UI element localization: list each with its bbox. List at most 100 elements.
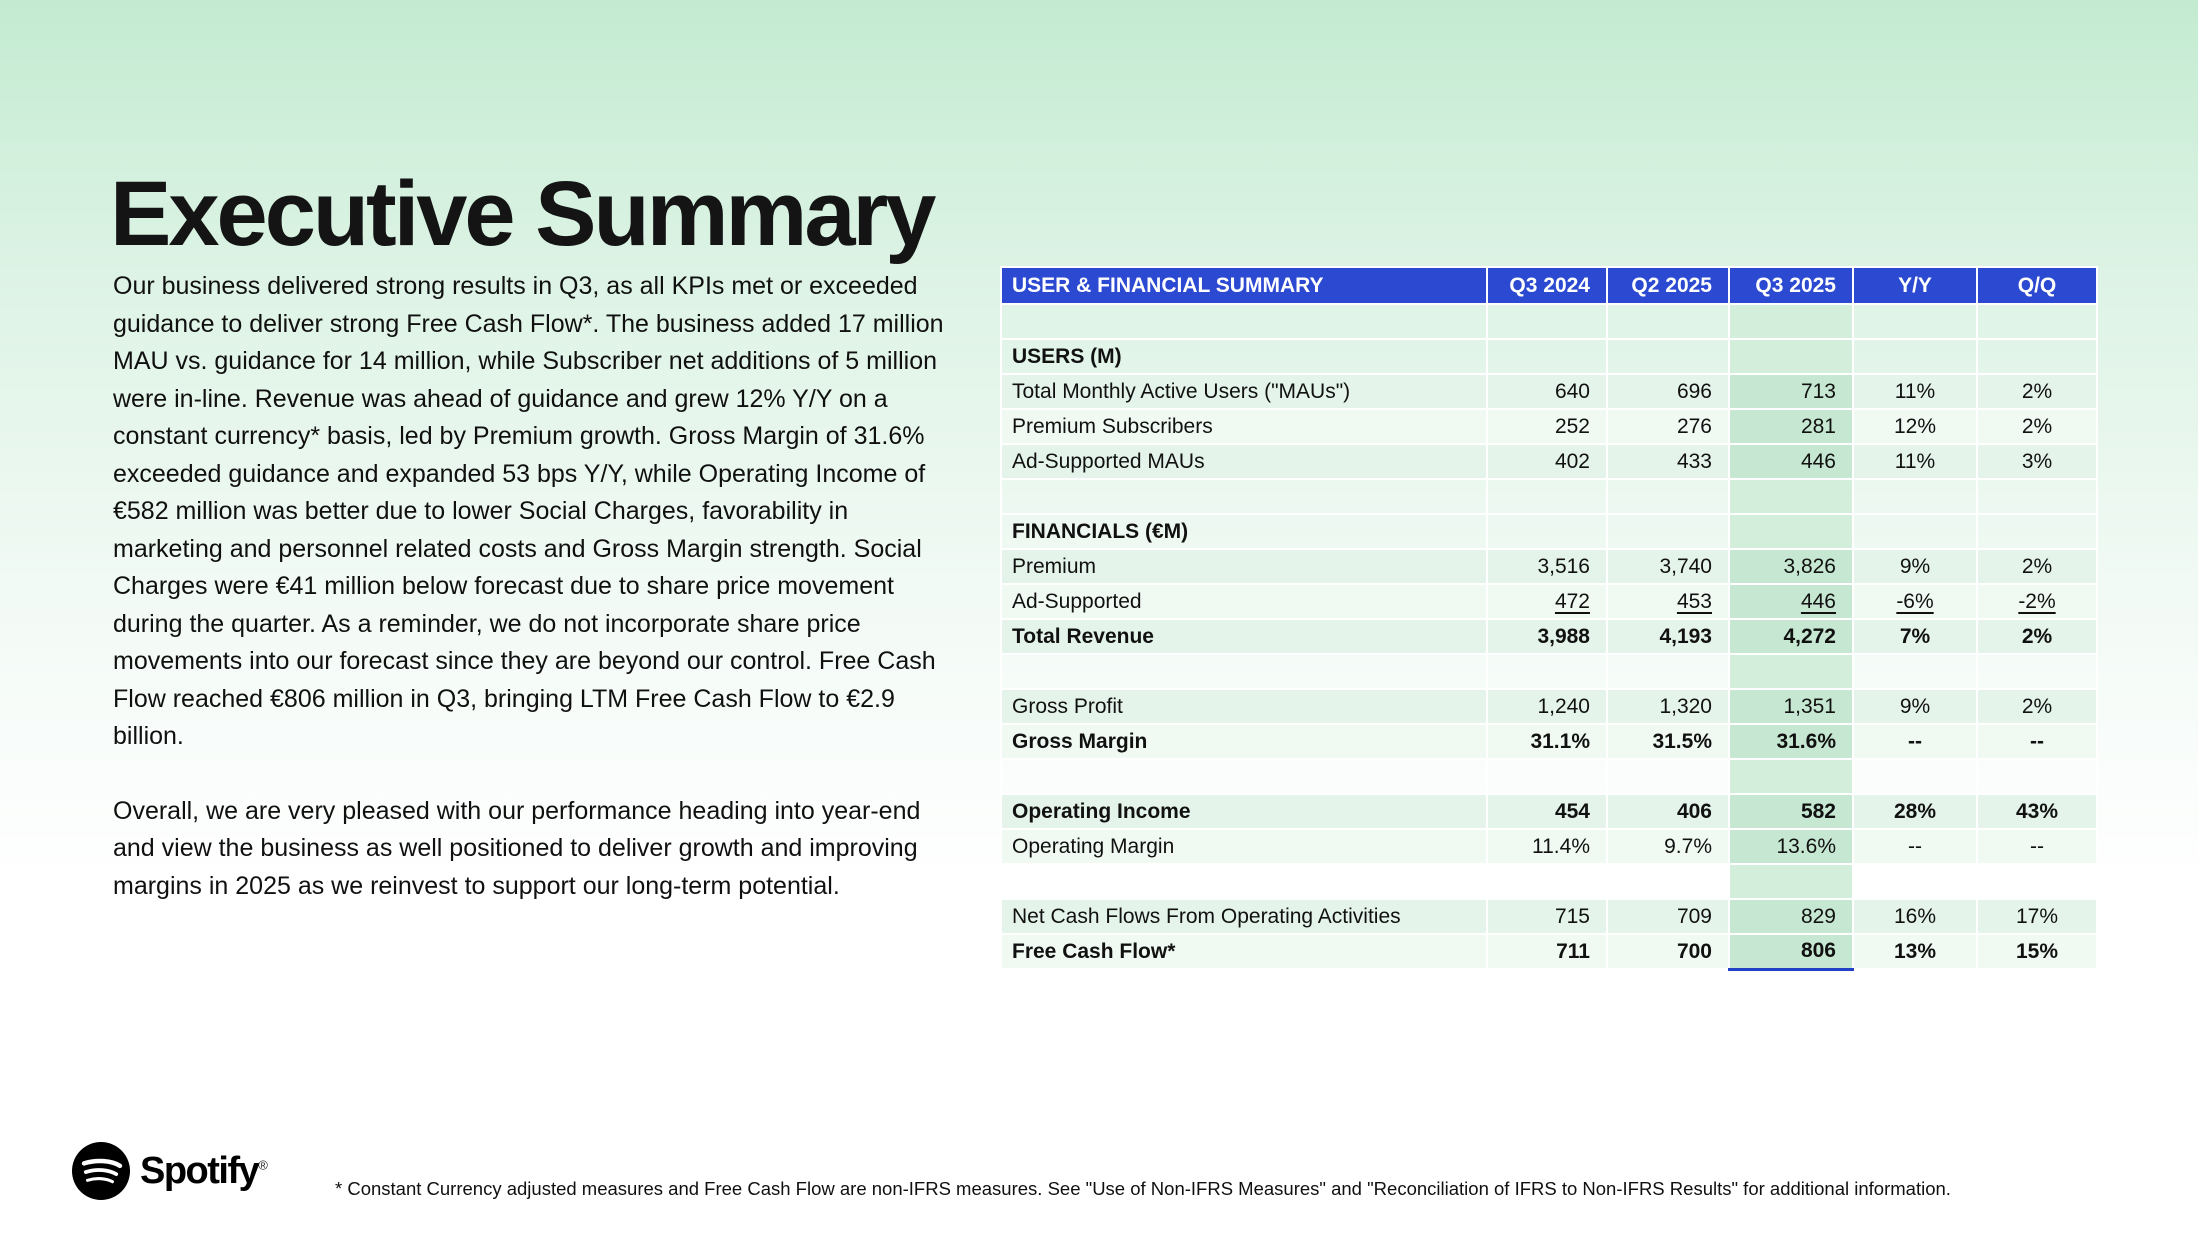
- cell-value: [1976, 513, 2098, 550]
- cell-value: 2%: [1976, 548, 2098, 585]
- spotify-logo: Spotify®: [72, 1142, 268, 1200]
- cell-value: 454: [1486, 793, 1608, 830]
- financial-summary-table-container: USER & FINANCIAL SUMMARY Q3 2024 Q2 2025 Q3…: [1000, 266, 2098, 971]
- cell-value: 9%: [1852, 548, 1978, 585]
- cell-value: 9%: [1852, 688, 1978, 725]
- cell-value: [1976, 303, 2098, 340]
- table-row: Free Cash Flow* 711 700 806 13% 15%: [1000, 933, 2098, 971]
- cell-value: 3%: [1976, 443, 2098, 480]
- table-title: USER & FINANCIAL SUMMARY: [1000, 266, 1488, 305]
- cell-value: [1852, 653, 1978, 690]
- cell-value: [1852, 758, 1978, 795]
- summary-table-head: USER & FINANCIAL SUMMARY Q3 2024 Q2 2025 Q3…: [1000, 266, 2098, 305]
- table-row: Ad-Supported 472 453 446 -6% -2%: [1000, 583, 2098, 620]
- table-row: Operating Margin 11.4% 9.7% 13.6% -- --: [1000, 828, 2098, 865]
- column-header: Q2 2025: [1606, 266, 1730, 305]
- row-label: [1000, 653, 1488, 690]
- cell-value: 2%: [1976, 618, 2098, 655]
- cell-value: 11%: [1852, 373, 1978, 410]
- cell-value: 252: [1486, 408, 1608, 445]
- page-title: Executive Summary: [110, 162, 936, 265]
- cell-value: 582: [1728, 793, 1854, 830]
- cell-value: 1,240: [1486, 688, 1608, 725]
- row-label: Gross Margin: [1000, 723, 1488, 760]
- cell-value: 713: [1728, 373, 1854, 410]
- cell-value: [1606, 303, 1730, 340]
- spacer-row: [1000, 863, 2098, 900]
- column-header: Y/Y: [1852, 266, 1978, 305]
- row-label: Premium: [1000, 548, 1488, 585]
- table-row: Gross Profit 1,240 1,320 1,351 9% 2%: [1000, 688, 2098, 725]
- cell-value: 31.6%: [1728, 723, 1854, 760]
- cell-value: [1976, 653, 2098, 690]
- cell-value: --: [1976, 828, 2098, 865]
- row-label: Operating Margin: [1000, 828, 1488, 865]
- cell-value: [1728, 303, 1854, 340]
- spacer-row: [1000, 758, 2098, 795]
- cell-value: 11%: [1852, 443, 1978, 480]
- row-label: Ad-Supported MAUs: [1000, 443, 1488, 480]
- row-label: Gross Profit: [1000, 688, 1488, 725]
- cell-value: -2%: [1976, 583, 2098, 620]
- cell-value: 31.5%: [1606, 723, 1730, 760]
- cell-value: [1606, 653, 1730, 690]
- spotify-icon: [72, 1142, 130, 1200]
- cell-value: [1486, 338, 1608, 375]
- column-header: Q/Q: [1976, 266, 2098, 305]
- section-row: FINANCIALS (€M): [1000, 513, 2098, 550]
- cell-value: [1976, 863, 2098, 900]
- cell-value: --: [1852, 828, 1978, 865]
- row-label: Free Cash Flow*: [1000, 933, 1488, 970]
- cell-value: 276: [1606, 408, 1730, 445]
- cell-value: [1728, 338, 1854, 375]
- cell-value: [1976, 478, 2098, 515]
- section-row: USERS (M): [1000, 338, 2098, 375]
- cell-value: 16%: [1852, 898, 1978, 935]
- body-paragraph: Our business delivered strong results in…: [113, 272, 944, 750]
- cell-value: 433: [1606, 443, 1730, 480]
- column-header: Q3 2024: [1486, 266, 1608, 305]
- cell-value: 43%: [1976, 793, 2098, 830]
- cell-value: 28%: [1852, 793, 1978, 830]
- cell-value: 806: [1728, 933, 1854, 971]
- cell-value: [1606, 513, 1730, 550]
- cell-value: 31.1%: [1486, 723, 1608, 760]
- row-label: Ad-Supported: [1000, 583, 1488, 620]
- cell-value: 1,320: [1606, 688, 1730, 725]
- cell-value: 711: [1486, 933, 1608, 970]
- row-label: Operating Income: [1000, 793, 1488, 830]
- table-row: Total Monthly Active Users ("MAUs") 640 69…: [1000, 373, 2098, 410]
- summary-body-text: Our business delivered strong results in…: [113, 268, 945, 942]
- cell-value: 3,740: [1606, 548, 1730, 585]
- cell-value: 4,272: [1728, 618, 1854, 655]
- table-row: Total Revenue 3,988 4,193 4,272 7% 2%: [1000, 618, 2098, 655]
- cell-value: [1486, 513, 1608, 550]
- cell-value: 13.6%: [1728, 828, 1854, 865]
- spotify-wordmark: Spotify®: [140, 1149, 268, 1192]
- table-row: Gross Margin 31.1% 31.5% 31.6% -- --: [1000, 723, 2098, 760]
- header-row: USER & FINANCIAL SUMMARY Q3 2024 Q2 2025 Q3…: [1000, 266, 2098, 305]
- table-row: Ad-Supported MAUs 402 433 446 11% 3%: [1000, 443, 2098, 480]
- row-label: USERS (M): [1000, 338, 1488, 375]
- cell-value: 696: [1606, 373, 1730, 410]
- cell-value: 13%: [1852, 933, 1978, 970]
- cell-value: -6%: [1852, 583, 1978, 620]
- cell-value: 17%: [1976, 898, 2098, 935]
- cell-value: 7%: [1852, 618, 1978, 655]
- cell-value: 2%: [1976, 408, 2098, 445]
- cell-value: [1852, 303, 1978, 340]
- summary-table-body: USERS (M) Total Monthly Active Users ("MA…: [1000, 303, 2098, 971]
- cell-value: [1486, 863, 1608, 900]
- cell-value: 3,826: [1728, 548, 1854, 585]
- cell-value: [1486, 478, 1608, 515]
- cell-value: [1728, 513, 1854, 550]
- cell-value: [1852, 513, 1978, 550]
- cell-value: 709: [1606, 898, 1730, 935]
- cell-value: [1486, 653, 1608, 690]
- row-label: Total Monthly Active Users ("MAUs"): [1000, 373, 1488, 410]
- cell-value: --: [1976, 723, 2098, 760]
- cell-value: [1728, 758, 1854, 795]
- footnote: * Constant Currency adjusted measures an…: [335, 1178, 1951, 1199]
- cell-value: [1606, 478, 1730, 515]
